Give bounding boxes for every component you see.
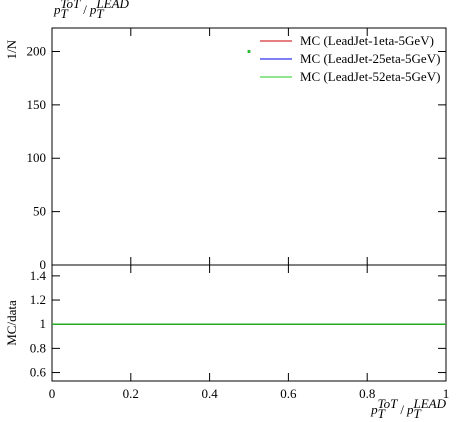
- label-part: ToT: [61, 0, 82, 11]
- label-part: p: [370, 402, 378, 417]
- legend-label: MC (LeadJet-52eta-5GeV): [300, 69, 440, 84]
- ratio-frame: [51, 264, 447, 382]
- y-tick-label: 150: [27, 97, 47, 112]
- y-tick-label: 200: [27, 43, 47, 58]
- x-tick-label: 0.4: [201, 386, 218, 401]
- y-tick-label: 1: [40, 316, 47, 331]
- label-part: T: [378, 406, 386, 421]
- label-part: /: [83, 2, 87, 17]
- x-tick-label: 0.6: [280, 386, 297, 401]
- label-part: p: [406, 402, 414, 417]
- point: [247, 49, 251, 53]
- legend-label: MC (LeadJet-1eta-5GeV): [300, 33, 434, 48]
- y-axis-label: 1/N: [4, 39, 19, 59]
- label-part: /: [400, 402, 404, 417]
- label-part: T: [96, 6, 104, 21]
- ratio-y-axis-label: MC/data: [4, 300, 19, 346]
- label-part: ToT: [378, 396, 399, 411]
- y-tick-label: 50: [33, 204, 46, 219]
- y-tick-label: 100: [27, 150, 47, 165]
- label-part: p: [89, 2, 97, 17]
- legend-label: MC (LeadJet-25eta-5GeV): [300, 51, 440, 66]
- label-part: LEAD: [413, 396, 447, 411]
- y-tick-label: 0.8: [30, 340, 46, 355]
- label-part: T: [414, 406, 422, 421]
- y-tick-label: 1.2: [30, 292, 46, 307]
- x-tick-label: 0.2: [123, 386, 139, 401]
- label-part: LEAD: [95, 0, 129, 11]
- x-tick-label: 1: [443, 386, 450, 401]
- x-tick-label: 0.8: [359, 386, 375, 401]
- label-part: T: [61, 6, 69, 21]
- x-tick-label: 0: [49, 386, 56, 401]
- y-tick-label: 0.6: [30, 365, 47, 380]
- label-part: p: [53, 2, 61, 17]
- y-tick-label: 1.4: [30, 268, 47, 283]
- y-tick-label: 0: [40, 257, 47, 272]
